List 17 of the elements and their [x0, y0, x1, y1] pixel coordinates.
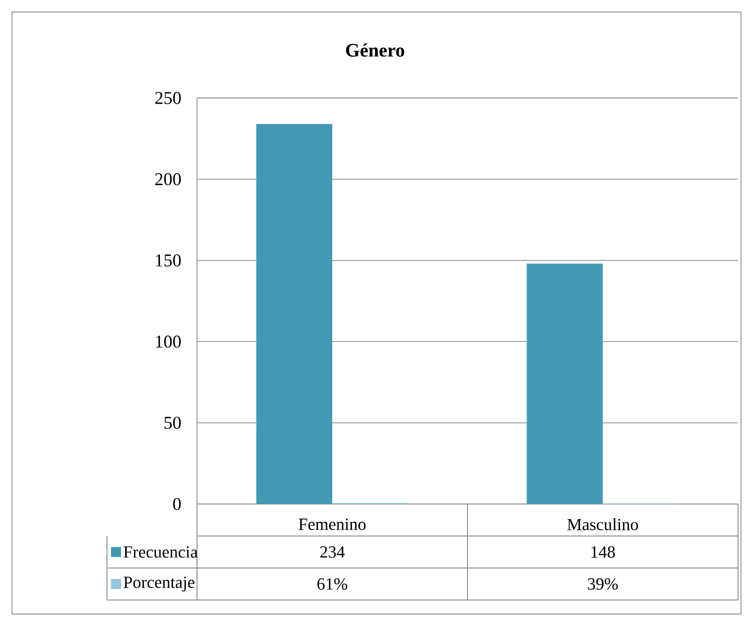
data-label: 39%	[588, 578, 618, 590]
y-tick-label: 50	[164, 416, 181, 429]
data-label: 148	[592, 546, 615, 558]
legend-label: Porcentaje	[124, 576, 194, 592]
legend-label: Frecuencia	[124, 546, 198, 558]
y-tick-label: 100	[156, 336, 181, 348]
bar	[256, 124, 332, 504]
bar	[526, 264, 603, 504]
data-label: 61%	[317, 578, 348, 590]
chart-title: Género	[346, 43, 404, 57]
y-tick-label: 0	[173, 498, 181, 510]
x-tick-label: Masculino	[567, 518, 638, 530]
y-tick-label: 200	[155, 173, 181, 186]
data-label: 234	[320, 546, 345, 558]
y-tick-label: 250	[155, 92, 181, 104]
x-tick-label: Femenino	[298, 518, 366, 530]
y-tick-label: 150	[156, 254, 181, 266]
